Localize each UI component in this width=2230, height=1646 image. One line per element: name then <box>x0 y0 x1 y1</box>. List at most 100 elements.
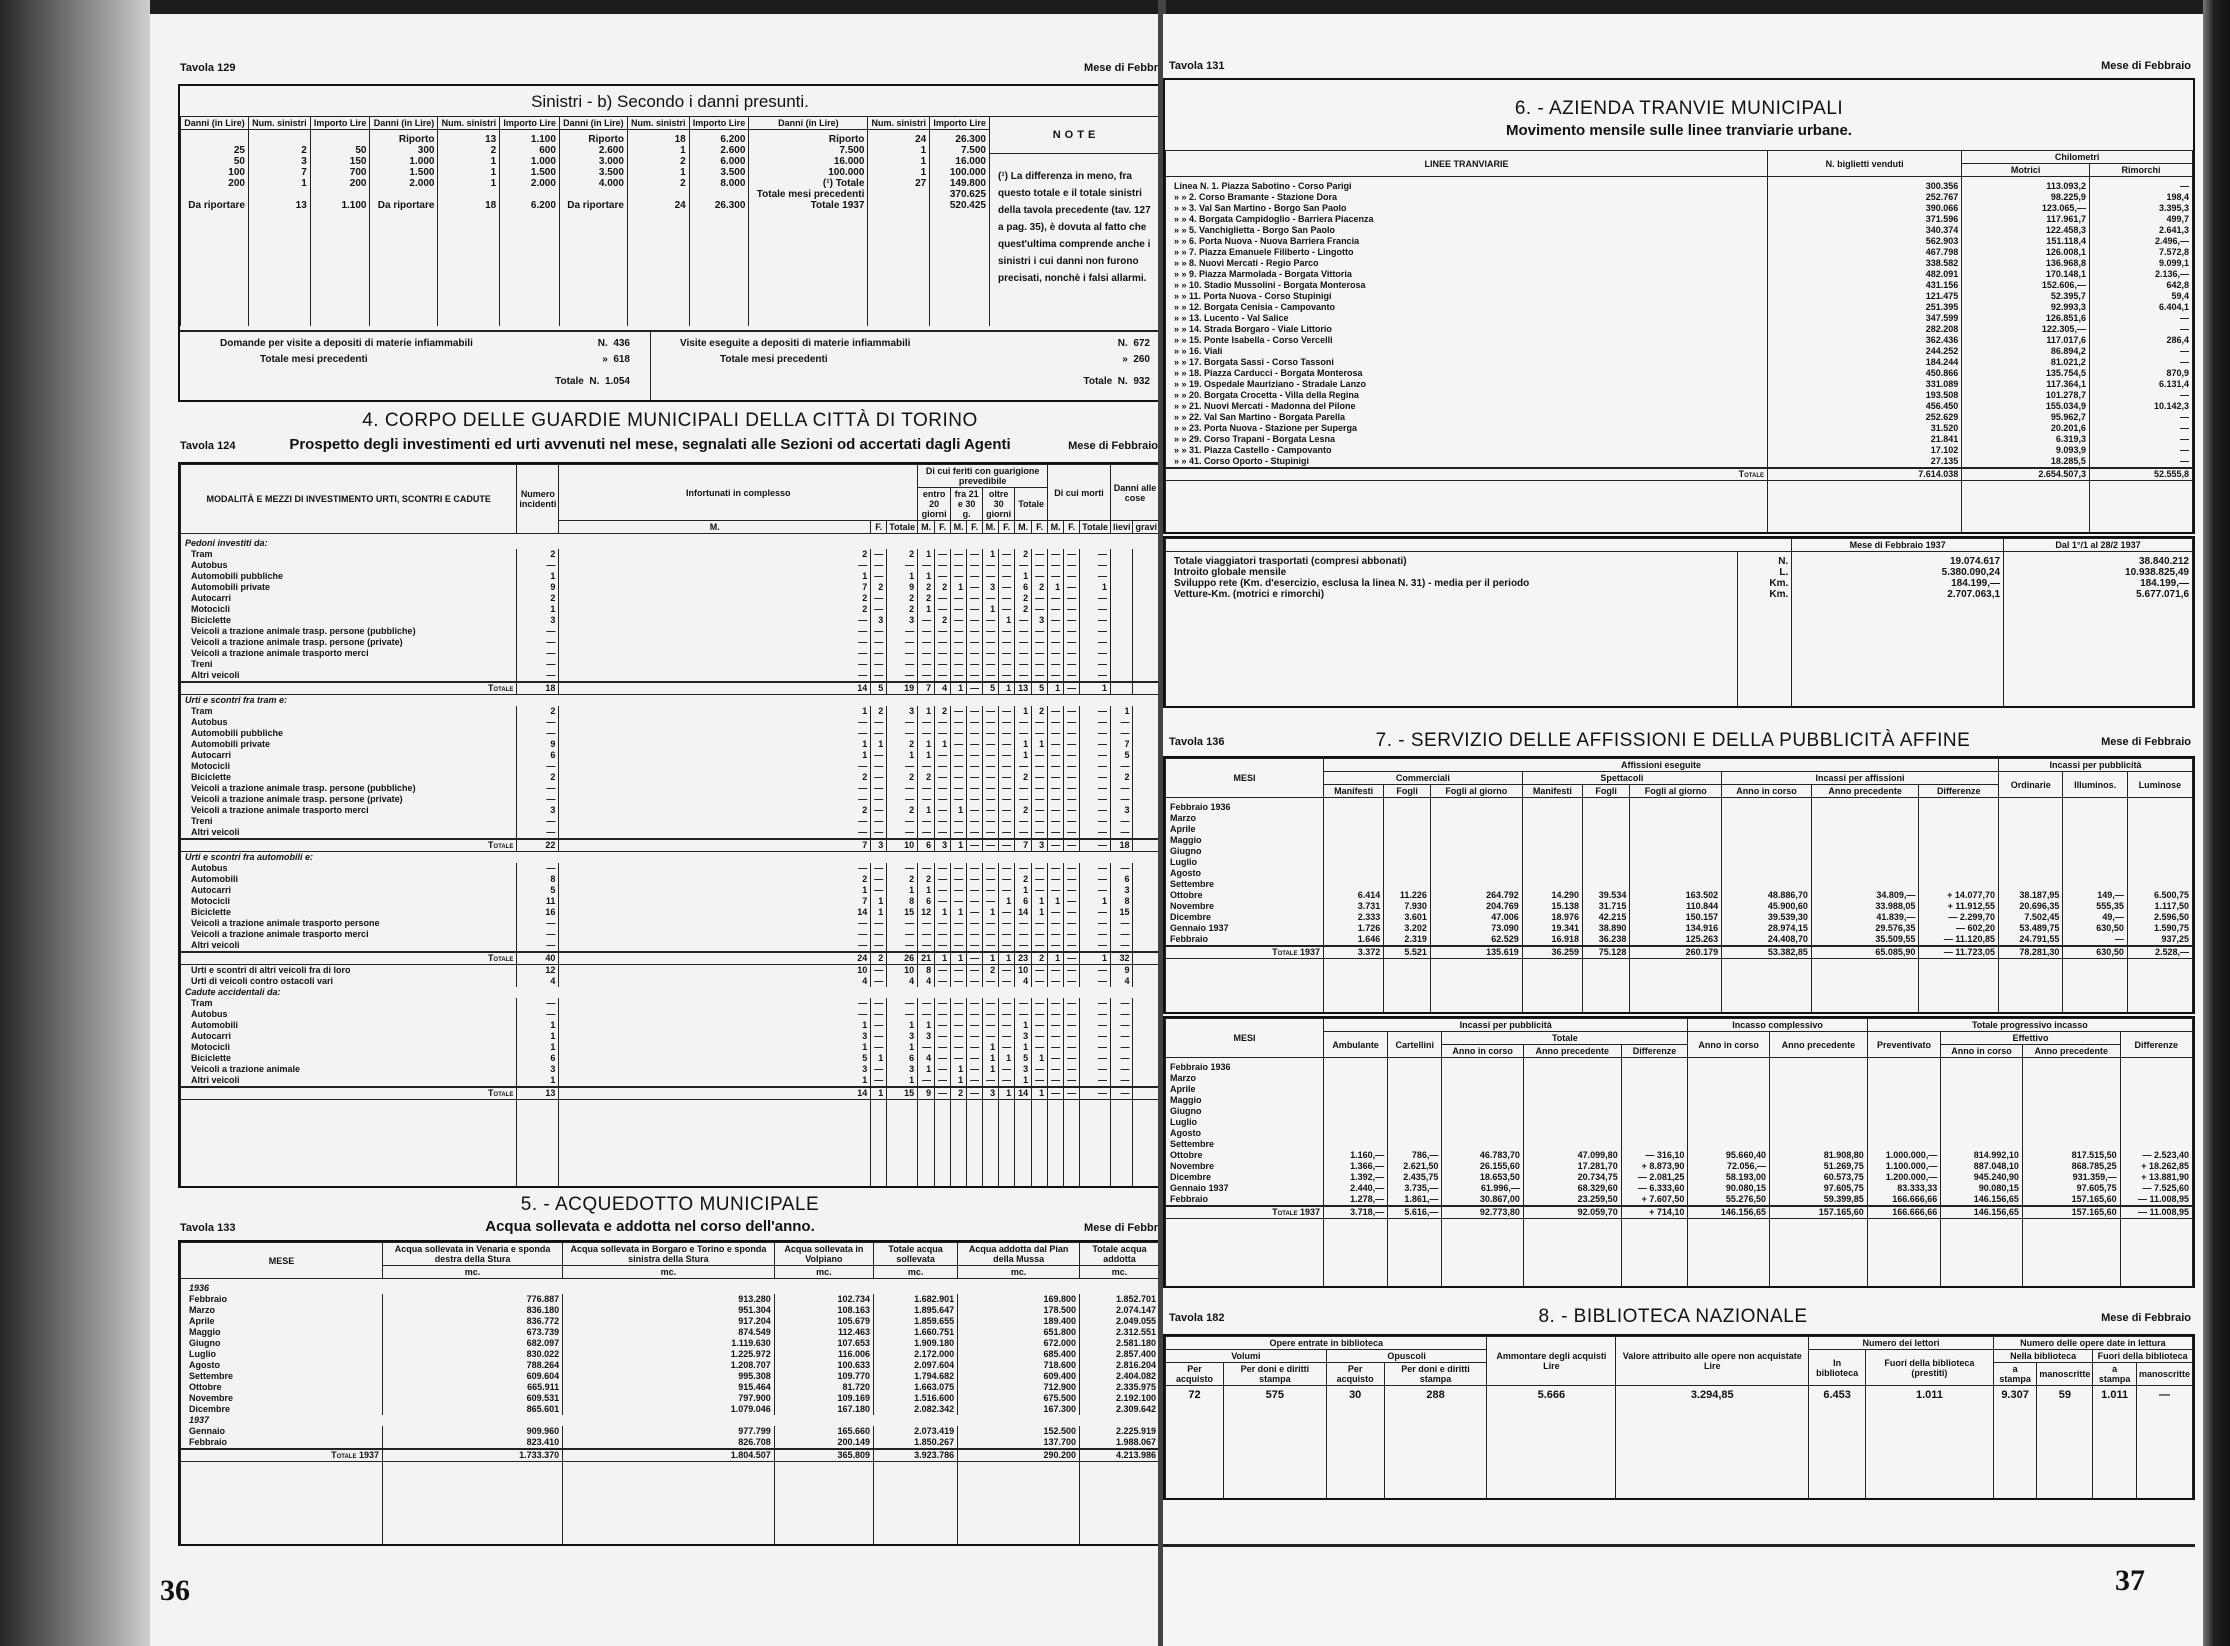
table-row: » » 21. Nuovi Mercati - Madonna del Pilo… <box>1165 401 2194 412</box>
biblioteca-section: Opere entrate in biblioteca Ammontare deg… <box>1163 1334 2195 1500</box>
table-cell: 65.085,90 <box>1810 945 1920 959</box>
table-cell: 100.000 <box>929 167 990 178</box>
table-cell <box>1132 816 1160 827</box>
table-cell: 300.356 <box>1766 176 1963 192</box>
table-cell: — <box>998 816 1016 827</box>
column-header: Fuori della biblioteca (prestiti) <box>1865 1349 1994 1386</box>
table-cell: 1.500 <box>499 167 560 178</box>
table-cell <box>1441 1117 1524 1128</box>
table-cell: 3 <box>982 1086 1000 1100</box>
table-cell: 55.276,50 <box>1687 1194 1770 1206</box>
table-cell: 13 <box>516 1086 560 1100</box>
table-row: Automobili private 9 7 2 9 2 2 1—3—6 2 1—1 <box>179 582 1160 593</box>
table-cell: 1.160,— <box>1322 1150 1389 1161</box>
table-cell: — 7.525,60 <box>2119 1183 2194 1194</box>
table-cell: 13 <box>1014 681 1033 695</box>
table-cell: — <box>966 863 984 874</box>
table-cell: Riporto <box>369 129 439 145</box>
table-cell: — <box>982 940 1000 952</box>
table-cell: — <box>1047 604 1065 615</box>
table-cell: — <box>982 615 1000 626</box>
table-row: » » 22. Val San Martino - Borgata Parell… <box>1165 412 2194 423</box>
table-cell: 6 <box>516 750 560 761</box>
column-header: Importo Lire <box>499 116 560 130</box>
table-cell: 100.000 <box>748 167 869 178</box>
table-cell <box>1768 1128 1868 1139</box>
column-header: Commerciali <box>1323 771 1523 785</box>
column-header: Numero dei lettori <box>1808 1336 1994 1350</box>
table-cell: 136.968,8 <box>1961 258 2090 269</box>
table-cell: — <box>1014 761 1033 772</box>
table-row: Motocicli 1 1—1— — — —1—1— — — — — <box>179 1042 1160 1053</box>
table-cell: — <box>886 717 919 728</box>
column-header: Danni (in Lire) <box>748 116 869 130</box>
column-header: Motrici <box>1961 163 2090 177</box>
table-cell <box>1620 1084 1689 1095</box>
table-row: Vetture-Km. (motrici e rimorchi) Km. 2.707… <box>1165 589 2193 600</box>
table-row: Altri veicoli — — — — — — — — — — — — — — — — <box>179 827 1160 839</box>
table-cell: — <box>982 593 1000 604</box>
table-cell: 244.252 <box>1766 346 1963 357</box>
table-cell <box>1721 813 1812 824</box>
table-cell: — <box>516 717 560 728</box>
table-cell: — <box>934 863 952 874</box>
table-cell: 2 <box>558 549 872 560</box>
table-cell: 1.100 <box>309 200 371 211</box>
table-cell <box>1429 835 1523 846</box>
table-row: 1936 <box>180 1278 1160 1294</box>
table-cell: 3 <box>870 838 888 852</box>
table-cell: — <box>1047 885 1065 896</box>
table-cell: Totale 1937 <box>748 200 869 211</box>
table-cell: — <box>1031 648 1049 659</box>
table-cell: 776.887 <box>381 1294 564 1305</box>
table-cell: 1 <box>998 681 1016 695</box>
table-cell: — <box>982 560 1000 571</box>
right-page: Tavola 131 Mese di Febbraio 6. - AZIENDA… <box>1163 14 2203 1646</box>
table-row: » » 12. Borgata Cenisia - Campovanto 251.… <box>1165 302 2194 313</box>
table-cell: — <box>934 1086 952 1100</box>
row-label: Veicoli a trazione animale trasporto per… <box>179 918 518 929</box>
table-cell: — <box>1063 907 1081 918</box>
table-cell: 13 <box>247 200 311 211</box>
table-cell: 20.734,75 <box>1522 1172 1622 1183</box>
table-cell: 72 <box>1165 1385 1224 1401</box>
table-cell: — <box>982 1009 1000 1020</box>
table-cell: 2 <box>934 582 952 593</box>
table-cell: — <box>966 1064 984 1075</box>
table-cell: — <box>558 918 872 929</box>
table-cell: 49,— <box>2062 912 2128 923</box>
table-cell: — <box>558 863 872 874</box>
table-cell: — <box>1047 827 1065 839</box>
table-row: Treni — — — — — — — — — — — — — — — <box>179 659 1160 670</box>
table-cell: — <box>870 717 888 728</box>
table-cell: — <box>966 998 984 1009</box>
table-cell: — <box>998 761 1016 772</box>
table-cell: — <box>917 816 936 827</box>
table-row: Sviluppo rete (Km. d'esercizio, esclusa … <box>1165 578 2193 589</box>
table-cell <box>2062 857 2128 868</box>
table-cell: — <box>950 750 968 761</box>
table-cell: 5.666 <box>1486 1385 1617 1401</box>
table-row: Settembre <box>1165 1139 2194 1150</box>
table-cell: 7.500 <box>929 145 990 156</box>
table-cell: 2.440,— <box>1322 1183 1389 1194</box>
table-cell: 917.204 <box>562 1316 775 1327</box>
row-label: Urti e scontri di altri veicoli fra di l… <box>179 964 518 976</box>
table-cell: — <box>886 929 919 940</box>
row-label: Marzo <box>1165 813 1324 824</box>
column-header: mc. <box>381 1265 564 1279</box>
table-cell: — <box>950 615 968 626</box>
table-cell: — <box>966 805 984 816</box>
table-cell: — <box>1014 670 1033 682</box>
table-cell: — 602,20 <box>1918 923 1999 934</box>
table-cell: 26 <box>886 951 919 965</box>
column-header: Ambulante <box>1322 1031 1389 1058</box>
table-cell: — <box>1079 1053 1111 1064</box>
table-cell: 2 <box>516 549 560 560</box>
row-label: Veicoli a trazione animale trasporto mer… <box>179 929 518 940</box>
table-cell: — <box>516 816 560 827</box>
footer-value: 436 <box>613 338 630 349</box>
table-cell: — <box>917 670 936 682</box>
table-cell <box>1132 805 1160 816</box>
table-cell: — <box>1079 593 1111 604</box>
